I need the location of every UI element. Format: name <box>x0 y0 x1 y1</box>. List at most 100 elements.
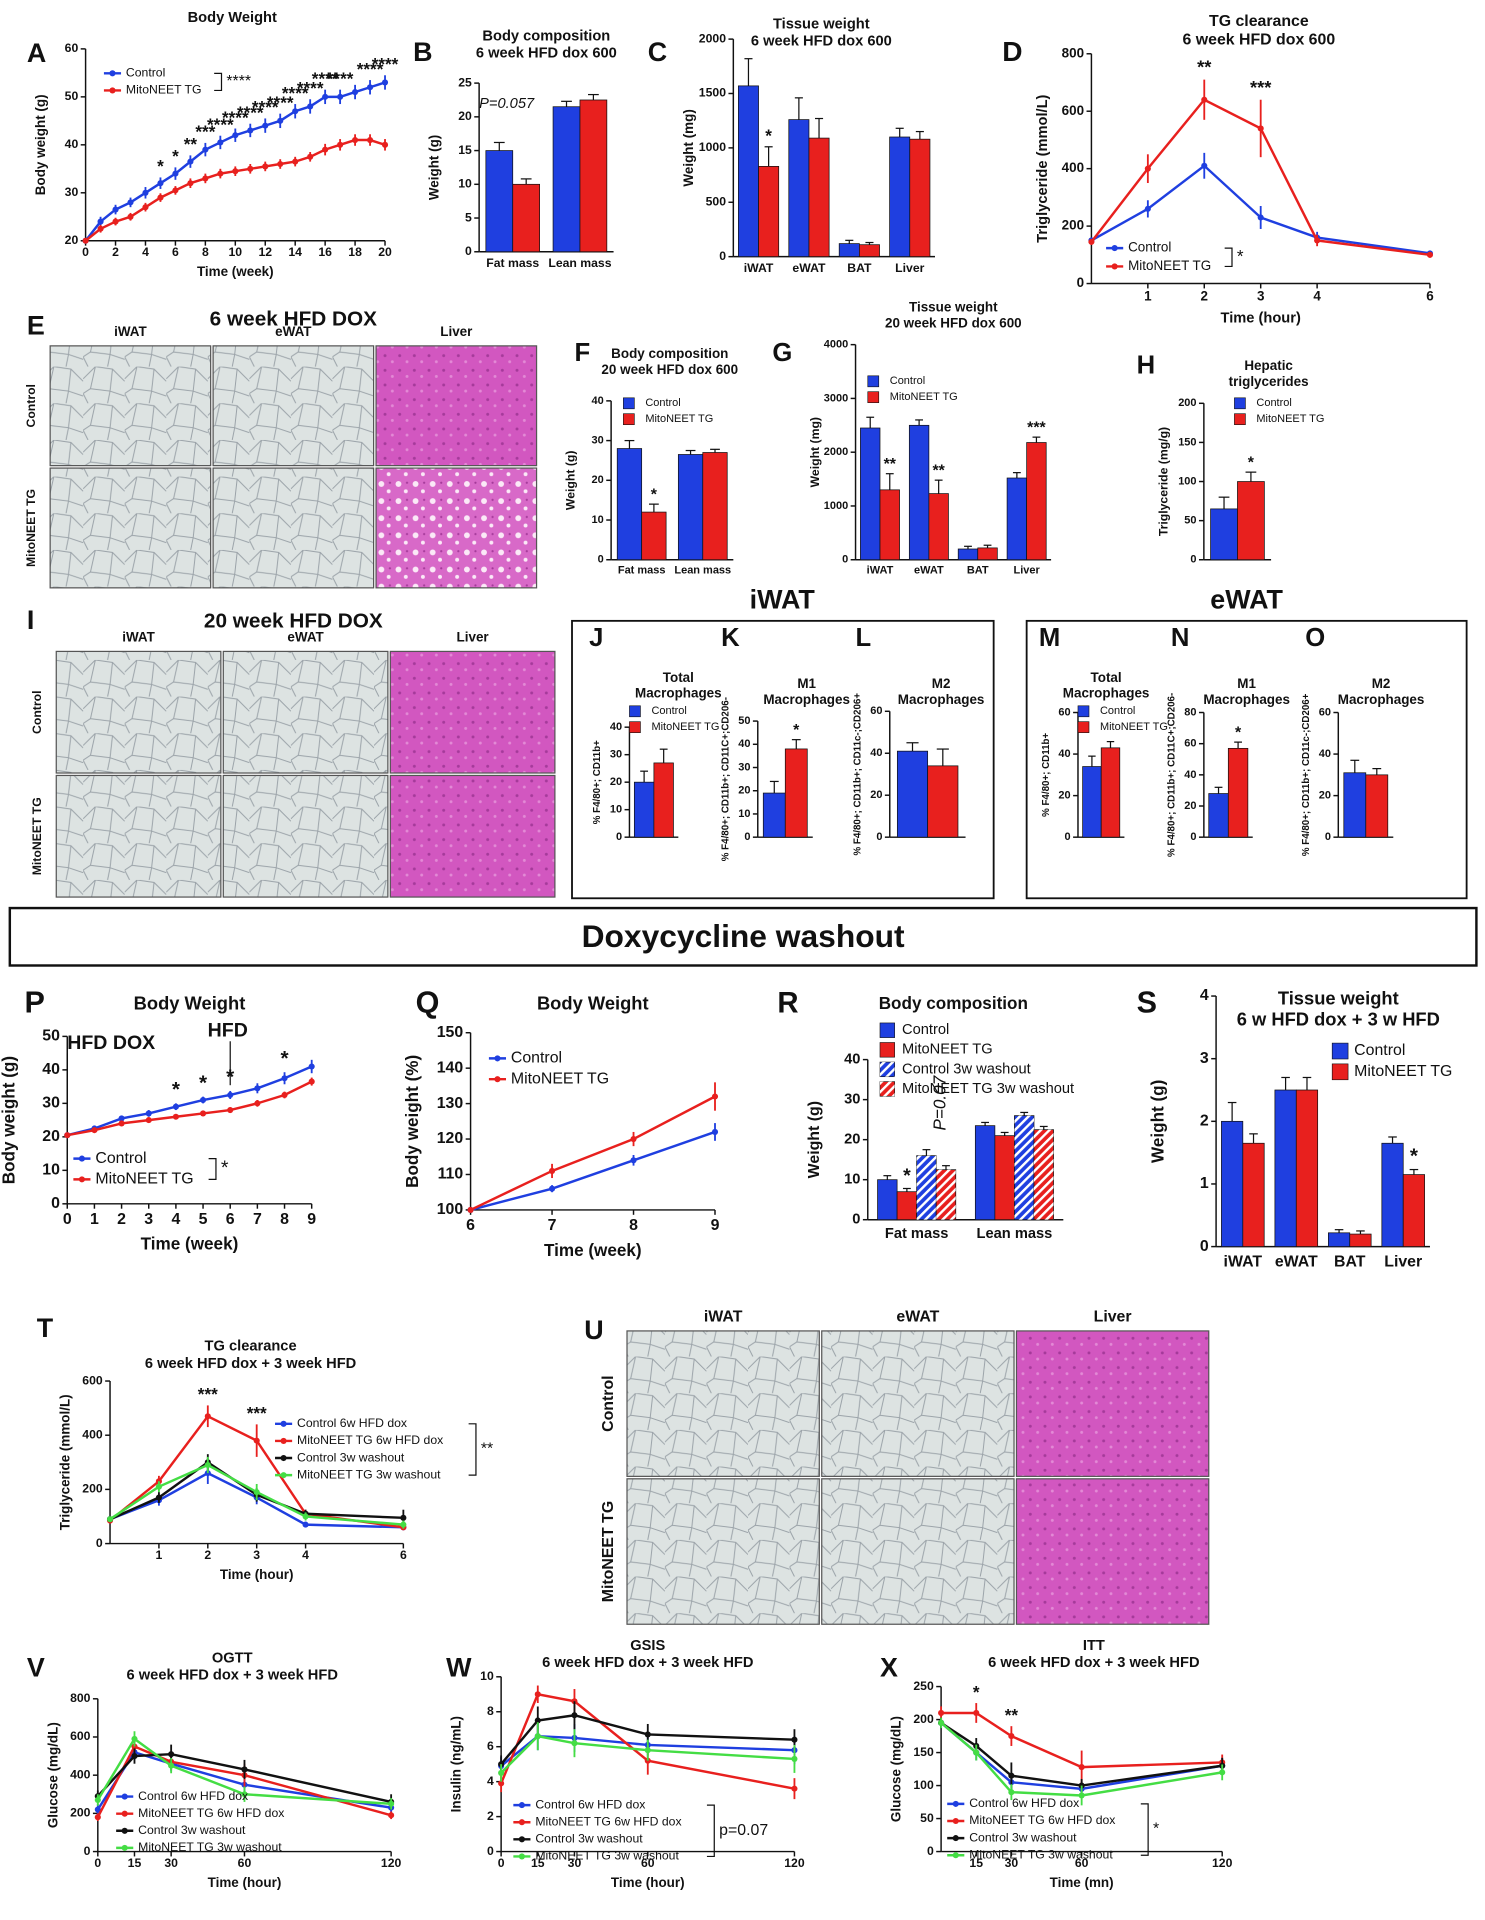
x-tick-label: 30 <box>164 1856 178 1870</box>
y-tick-label: 30 <box>610 749 622 761</box>
point <box>1201 162 1208 169</box>
x-tick-label: 5 <box>199 1211 208 1228</box>
chart-title: Body Weight <box>537 992 649 1013</box>
x-axis-label: Time (hour) <box>208 1875 282 1890</box>
bar <box>1274 1089 1297 1247</box>
point <box>307 103 314 110</box>
bar <box>860 427 881 561</box>
significance-mark: **** <box>372 55 399 74</box>
point <box>938 1709 945 1717</box>
point <box>262 122 269 129</box>
legend-dot <box>518 1836 525 1843</box>
y-axis-label: % F4/80+; CD11b+; CD11C+;CD206- <box>721 697 732 861</box>
point <box>352 89 359 96</box>
x-tick-label: 120 <box>784 1856 805 1870</box>
x-tick-label: eWAT <box>914 565 944 577</box>
legend-label: Control 3w washout <box>138 1823 246 1837</box>
legend-swatch <box>1331 1063 1349 1081</box>
y-tick-label: 20 <box>458 109 472 123</box>
chart-title: M2 <box>932 676 951 691</box>
bracket <box>214 72 223 92</box>
y-axis-label: Weight (mg) <box>681 109 696 186</box>
x-tick-label: 120 <box>1212 1856 1233 1870</box>
column-label: Liver <box>457 630 490 645</box>
y-axis-label: % F4/80+; CD11b+ <box>1041 732 1052 816</box>
panel-letter: K <box>721 624 740 652</box>
line <box>109 1463 404 1526</box>
bar <box>1100 747 1121 838</box>
point <box>247 127 254 134</box>
y-axis-label: Weight (g) <box>806 1101 823 1178</box>
y-tick-label: 20 <box>1058 790 1070 802</box>
x-tick-label: 10 <box>229 245 243 259</box>
legend-dot <box>518 1802 525 1809</box>
y-tick-label: 20 <box>844 1132 860 1148</box>
y-tick-label: 1 <box>1200 1175 1209 1192</box>
y-tick-label: 60 <box>1319 706 1331 718</box>
panel-letter: O <box>1305 624 1325 652</box>
y-tick-label: 40 <box>592 395 604 407</box>
chart-title: ITT <box>1083 1638 1105 1654</box>
y-tick-label: 100 <box>913 1778 934 1792</box>
point <box>118 1115 125 1122</box>
x-tick-label: 6 <box>1426 289 1433 304</box>
legend-label: Control <box>1128 240 1171 255</box>
note: P=0.057 <box>479 96 535 112</box>
bracket-label: * <box>1153 1821 1159 1838</box>
x-axis-label: Time (mn) <box>1050 1875 1114 1890</box>
legend-dot <box>494 1076 501 1083</box>
y-tick-label: 10 <box>738 808 750 820</box>
chart-title: Tissue weight <box>909 300 998 315</box>
y-tick-label: 120 <box>437 1130 464 1147</box>
legend-swatch <box>629 721 641 733</box>
chart-title: Tissue weight <box>773 16 870 32</box>
significance-mark: * <box>157 157 164 176</box>
x-tick-label: iWAT <box>867 565 894 577</box>
point <box>381 79 389 86</box>
bar <box>859 244 880 258</box>
micrograph <box>222 650 389 774</box>
bar <box>1006 477 1028 561</box>
point <box>202 175 209 182</box>
x-tick-label: BAT <box>1334 1254 1366 1271</box>
group-frame <box>1025 619 1468 900</box>
legend-label: MitoNEET TG <box>95 1171 193 1188</box>
point <box>247 165 254 172</box>
x-tick-label: 16 <box>318 245 332 259</box>
column-label: eWAT <box>275 324 312 339</box>
point <box>302 1513 309 1520</box>
y-tick-label: 2 <box>487 1809 494 1823</box>
legend-dot <box>1111 263 1118 270</box>
point <box>1078 1764 1085 1771</box>
bar <box>1343 772 1367 838</box>
point <box>64 1132 71 1139</box>
y-axis-label: Weight (g) <box>564 451 578 511</box>
legend-dot <box>952 1835 959 1842</box>
y-axis-label: Triglyceride (mmol/L) <box>58 1394 73 1530</box>
y-tick-label: 0 <box>465 244 472 258</box>
chart-subtitle: Macrophages <box>1338 692 1425 707</box>
y-axis-label: Glucose (mg/dL) <box>889 1716 904 1822</box>
y-axis-label: Body weight (g) <box>0 1056 19 1184</box>
micrograph <box>389 774 556 898</box>
y-tick-label: 150 <box>437 1024 464 1041</box>
x-tick-label: 30 <box>568 1856 582 1870</box>
panel-letter: B <box>413 37 432 67</box>
y-tick-label: 50 <box>738 715 750 727</box>
legend-label: MitoNEET TG <box>1128 258 1211 273</box>
legend-label: Control <box>1100 705 1135 717</box>
micrograph <box>389 650 556 774</box>
legend-dot <box>280 1472 287 1479</box>
legend-dot <box>121 1827 128 1834</box>
legend-label: Control <box>1354 1042 1405 1059</box>
point <box>172 170 179 177</box>
x-tick-label: 8 <box>202 245 209 259</box>
hatch <box>1033 1129 1054 1220</box>
significance-mark: **** <box>237 103 264 122</box>
panel-letter: U <box>584 1315 603 1345</box>
x-tick-label: 3 <box>1257 289 1264 304</box>
point <box>168 1762 175 1769</box>
significance-mark: * <box>172 147 179 166</box>
legend-label: Control <box>645 397 680 409</box>
point <box>168 1751 175 1758</box>
